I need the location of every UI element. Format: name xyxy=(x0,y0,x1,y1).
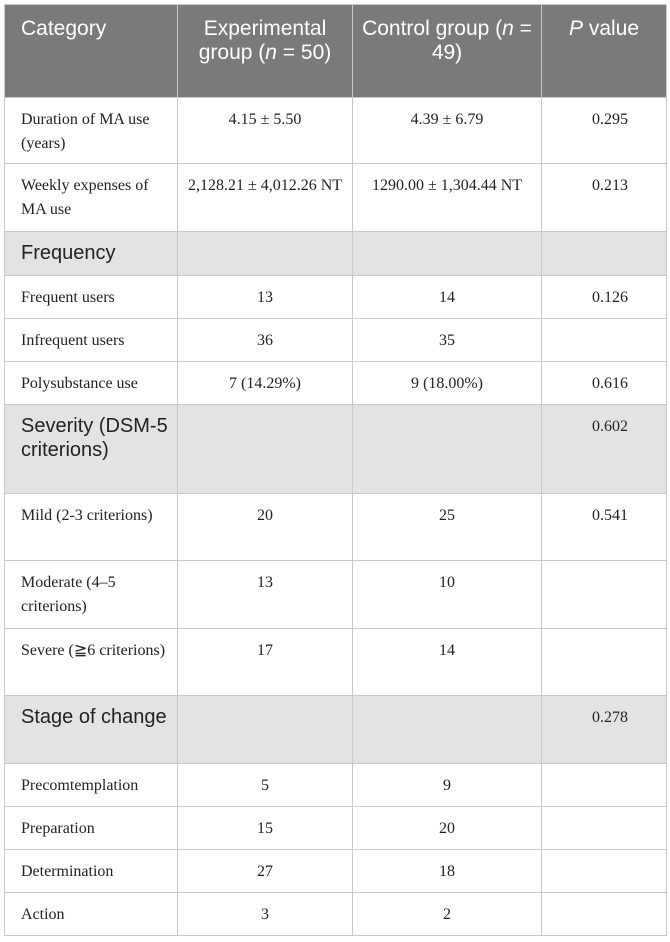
row-control-value xyxy=(352,695,542,764)
row-p-value: 0.278 xyxy=(541,695,667,764)
table-row: Infrequent users 36 35 xyxy=(4,318,667,362)
table-row: Action 3 2 xyxy=(4,892,667,936)
row-experimental-value: 27 xyxy=(177,849,353,893)
row-control-value: 20 xyxy=(352,806,542,850)
row-control-value: 14 xyxy=(352,275,542,319)
row-experimental-value: 17 xyxy=(177,628,353,696)
table-row: Determination 27 18 xyxy=(4,849,667,893)
row-p-value: 0.616 xyxy=(541,361,667,405)
row-experimental-value: 13 xyxy=(177,275,353,319)
row-p-value: 0.541 xyxy=(541,493,667,561)
row-experimental-value xyxy=(177,231,353,276)
row-category: Frequent users xyxy=(4,275,178,319)
table-header-row: Category Experimental group (n = 50) Con… xyxy=(4,4,667,98)
row-experimental-value: 20 xyxy=(177,493,353,561)
row-category: Preparation xyxy=(4,806,178,850)
row-control-value: 14 xyxy=(352,628,542,696)
section-heading: Severity (DSM-5 criterions) xyxy=(4,404,178,494)
row-experimental-value: 15 xyxy=(177,806,353,850)
characteristics-table: Category Experimental group (n = 50) Con… xyxy=(4,4,667,936)
row-experimental-value: 4.15 ± 5.50 xyxy=(177,97,353,164)
row-p-value xyxy=(541,763,667,807)
header-category: Category xyxy=(4,4,178,98)
row-control-value xyxy=(352,404,542,494)
table-row: Frequent users 13 14 0.126 xyxy=(4,275,667,319)
row-experimental-value: 2,128.21 ± 4,012.26 NT xyxy=(177,163,353,232)
row-p-value: 0.126 xyxy=(541,275,667,319)
header-p-value: P value xyxy=(541,4,667,98)
table-row: Precomtemplation 5 9 xyxy=(4,763,667,807)
row-category: Mild (2-3 criterions) xyxy=(4,493,178,561)
section-row-severity: Severity (DSM-5 criterions) 0.602 xyxy=(4,404,667,494)
section-heading: Stage of change xyxy=(4,695,178,764)
row-control-value: 35 xyxy=(352,318,542,362)
row-control-value xyxy=(352,231,542,276)
row-experimental-value: 7 (14.29%) xyxy=(177,361,353,405)
row-control-value: 2 xyxy=(352,892,542,936)
table-row: Mild (2-3 criterions) 20 25 0.541 xyxy=(4,493,667,561)
row-control-value: 4.39 ± 6.79 xyxy=(352,97,542,164)
row-p-value: 0.602 xyxy=(541,404,667,494)
row-p-value xyxy=(541,892,667,936)
section-row-stage-of-change: Stage of change 0.278 xyxy=(4,695,667,764)
row-p-value: 0.295 xyxy=(541,97,667,164)
table-row: Moderate (4–5 criterions) 13 10 xyxy=(4,560,667,629)
row-control-value: 9 xyxy=(352,763,542,807)
header-control-group: Control group (n = 49) xyxy=(352,4,542,98)
row-p-value xyxy=(541,560,667,629)
row-experimental-value: 36 xyxy=(177,318,353,362)
row-control-value: 18 xyxy=(352,849,542,893)
row-category: Duration of MA use (years) xyxy=(4,97,178,164)
row-p-value xyxy=(541,806,667,850)
table-row: Duration of MA use (years) 4.15 ± 5.50 4… xyxy=(4,97,667,164)
row-p-value xyxy=(541,318,667,362)
row-category: Severe (≧6 criterions) xyxy=(4,628,178,696)
header-experimental-group: Experimental group (n = 50) xyxy=(177,4,353,98)
row-category: Polysubstance use xyxy=(4,361,178,405)
section-heading: Frequency xyxy=(4,231,178,276)
row-experimental-value xyxy=(177,695,353,764)
row-category: Moderate (4–5 criterions) xyxy=(4,560,178,629)
row-category: Action xyxy=(4,892,178,936)
row-p-value xyxy=(541,231,667,276)
table-row: Polysubstance use 7 (14.29%) 9 (18.00%) … xyxy=(4,361,667,405)
row-category: Determination xyxy=(4,849,178,893)
section-row-frequency: Frequency xyxy=(4,231,667,276)
row-p-value xyxy=(541,628,667,696)
row-category: Precomtemplation xyxy=(4,763,178,807)
table-row: Preparation 15 20 xyxy=(4,806,667,850)
row-experimental-value: 13 xyxy=(177,560,353,629)
row-control-value: 1290.00 ± 1,304.44 NT xyxy=(352,163,542,232)
row-experimental-value: 5 xyxy=(177,763,353,807)
row-category: Weekly expenses of MA use xyxy=(4,163,178,232)
table-row: Severe (≧6 criterions) 17 14 xyxy=(4,628,667,696)
row-p-value xyxy=(541,849,667,893)
row-experimental-value xyxy=(177,404,353,494)
row-experimental-value: 3 xyxy=(177,892,353,936)
row-p-value: 0.213 xyxy=(541,163,667,232)
row-control-value: 10 xyxy=(352,560,542,629)
row-category: Infrequent users xyxy=(4,318,178,362)
row-control-value: 9 (18.00%) xyxy=(352,361,542,405)
row-control-value: 25 xyxy=(352,493,542,561)
table-row: Weekly expenses of MA use 2,128.21 ± 4,0… xyxy=(4,163,667,232)
